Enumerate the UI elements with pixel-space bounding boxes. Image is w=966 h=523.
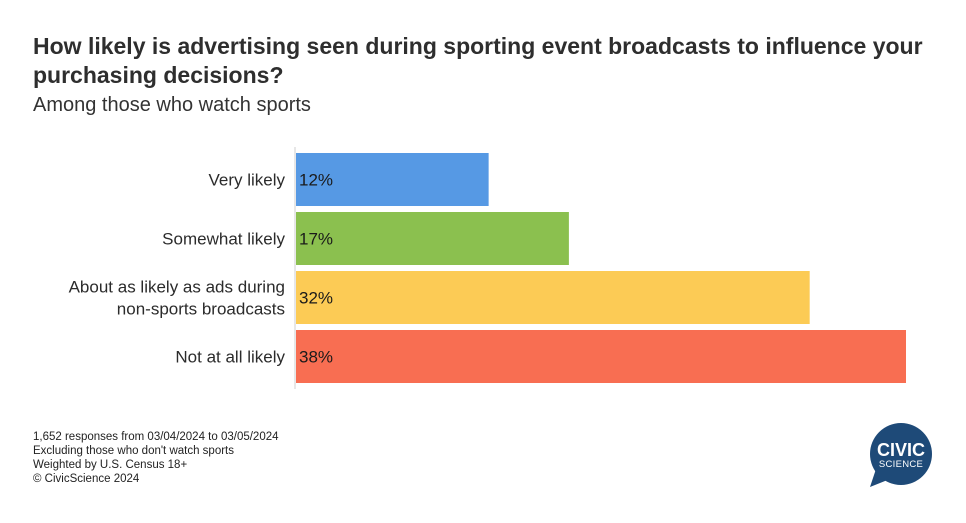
logo-text-civic: CIVIC [877,440,925,460]
category-label-1: Somewhat likely [162,230,285,249]
footnote-weighting: Weighted by U.S. Census 18+ [33,459,188,471]
chart-subtitle: Among those who watch sports [33,94,311,116]
bar-0 [296,153,489,206]
bar-value-label-1: 17% [299,230,333,249]
footnotes: 1,652 responses from 03/04/2024 to 03/05… [33,430,279,486]
category-label-3: Not at all likely [175,348,285,367]
footnote-responses: 1,652 responses from 03/04/2024 to 03/05… [33,431,279,443]
footnote-exclusion: Excluding those who don't watch sports [33,445,235,457]
bar-3 [296,330,906,383]
civicscience-logo: CIVIC SCIENCE [870,423,932,487]
bar-value-label-3: 38% [299,348,333,367]
footnote-copyright: © CivicScience 2024 [33,473,140,485]
category-label-0: Very likely [208,171,285,190]
bar-chart: 12% Very likely 17% Somewhat likely 32% About… [69,147,906,389]
logo-text-science: SCIENCE [879,459,923,470]
bar-2 [296,271,810,324]
category-label-2: About as likely as ads during non-sports … [69,278,285,319]
bar-value-label-2: 32% [299,289,333,308]
chart-title: How likely is advertising seen during sp… [33,33,923,88]
bar-value-label-0: 12% [299,171,333,190]
bar-1 [296,212,569,265]
